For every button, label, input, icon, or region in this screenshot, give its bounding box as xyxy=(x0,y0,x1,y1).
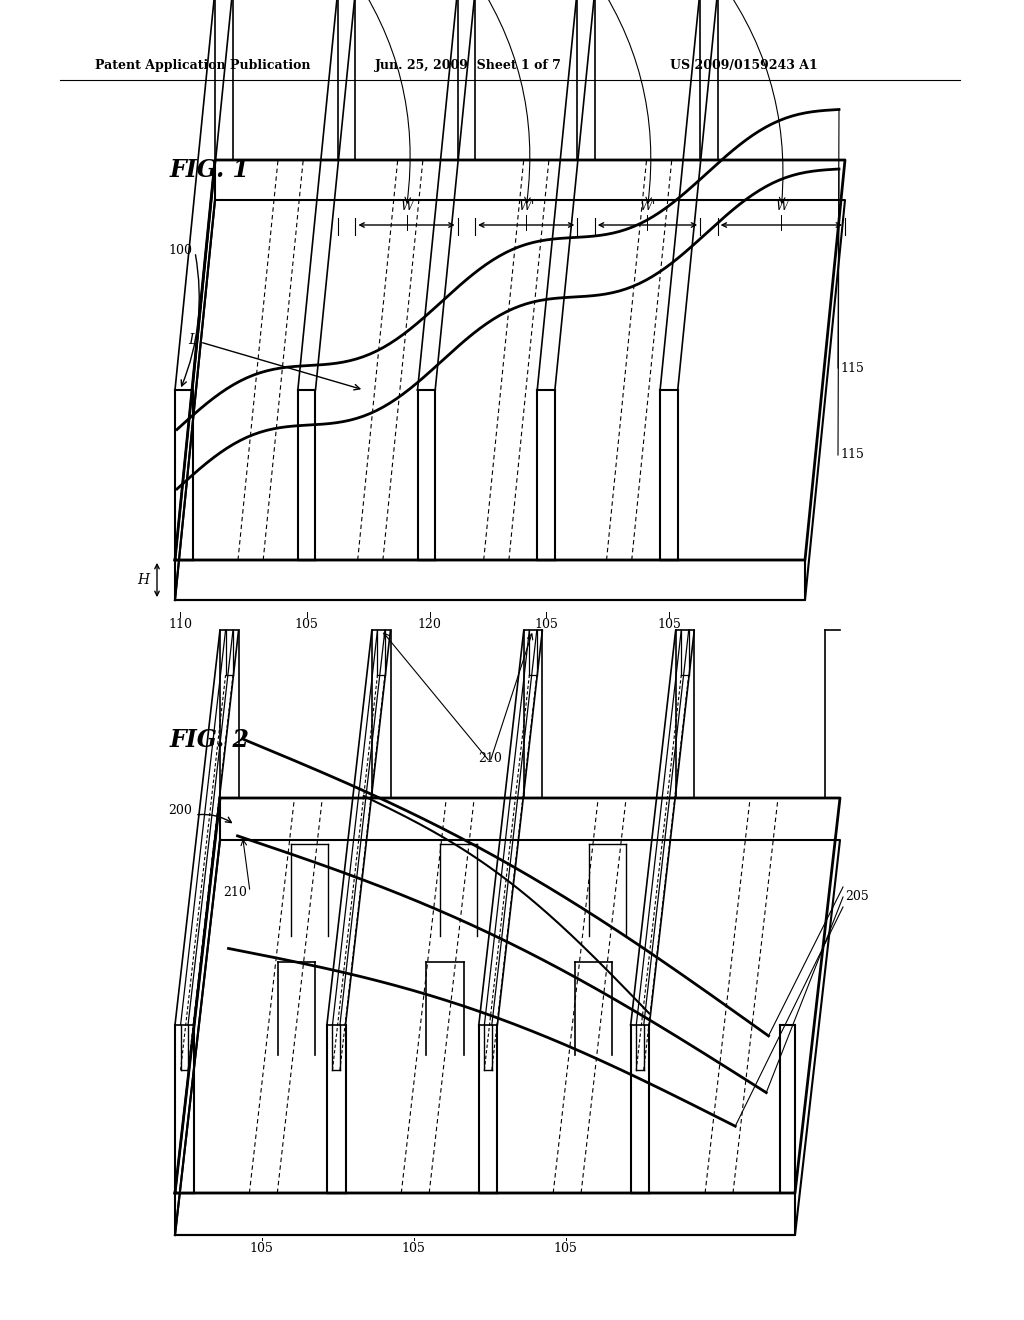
Text: 210: 210 xyxy=(478,751,502,764)
Text: 115: 115 xyxy=(840,362,864,375)
Text: US 2009/0159243 A1: US 2009/0159243 A1 xyxy=(670,58,818,71)
Text: 105: 105 xyxy=(657,619,681,631)
Text: 200: 200 xyxy=(168,804,193,817)
Text: FIG. 1: FIG. 1 xyxy=(170,158,250,182)
Text: 100: 100 xyxy=(168,243,193,256)
Text: W': W' xyxy=(518,201,535,214)
Text: 110: 110 xyxy=(168,619,193,631)
Text: 115: 115 xyxy=(840,449,864,462)
Text: 105: 105 xyxy=(401,1242,426,1254)
Text: W: W xyxy=(775,201,787,214)
Text: Jun. 25, 2009  Sheet 1 of 7: Jun. 25, 2009 Sheet 1 of 7 xyxy=(375,58,562,71)
Text: 120: 120 xyxy=(418,619,441,631)
Text: 105: 105 xyxy=(535,619,558,631)
Text: W': W' xyxy=(639,201,655,214)
Text: 105: 105 xyxy=(250,1242,273,1254)
Text: H: H xyxy=(137,573,150,587)
Text: 105: 105 xyxy=(295,619,318,631)
Text: 210: 210 xyxy=(223,886,247,899)
Text: W: W xyxy=(400,201,413,214)
Text: FIG. 2: FIG. 2 xyxy=(170,729,250,752)
Text: L: L xyxy=(187,333,197,347)
Text: 205: 205 xyxy=(845,891,868,903)
Text: Patent Application Publication: Patent Application Publication xyxy=(95,58,310,71)
Text: 105: 105 xyxy=(554,1242,578,1254)
